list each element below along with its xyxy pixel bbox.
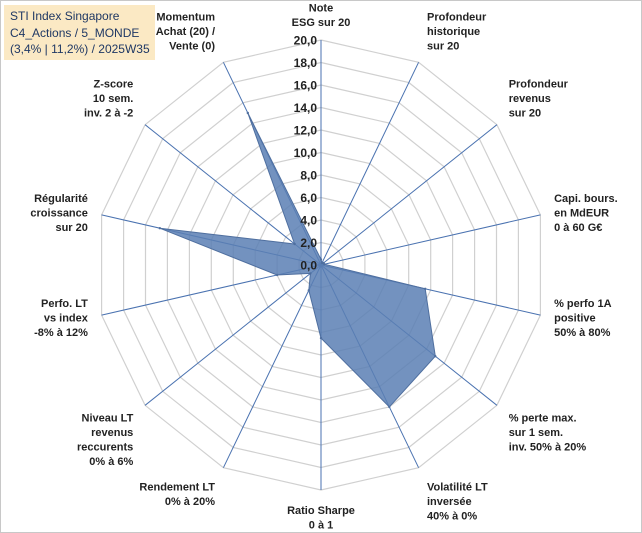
radar-axis-label-line: en MdEUR bbox=[554, 208, 609, 220]
radar-spoke bbox=[144, 124, 322, 266]
radar-axis-label-line: Capi. bours. bbox=[554, 193, 618, 205]
radar-data-point bbox=[388, 405, 391, 409]
radar-spoke bbox=[144, 264, 322, 406]
radar-tick-label: 8,0 bbox=[300, 169, 317, 183]
radar-axis-label-line: 0 à 1 bbox=[309, 520, 333, 532]
radar-axis-label-line: Vente (0) bbox=[169, 40, 215, 52]
radar-axis-label-line: Régularité bbox=[34, 193, 88, 205]
radar-axis-label: % perte max. sur 1 sem. inv. 50% à 20% bbox=[509, 413, 587, 454]
radar-tick-label: 4,0 bbox=[300, 214, 317, 228]
radar-axis-label-line: historique bbox=[427, 26, 480, 38]
radar-data-point bbox=[424, 287, 427, 290]
radar-axis-label-line: Profondeur bbox=[509, 79, 569, 91]
radar-spoke bbox=[222, 264, 322, 468]
radar-axis-label: Niveau LT revenus reccurents 0% à 6% bbox=[77, 413, 134, 469]
radar-axis-label-line: positive bbox=[554, 312, 596, 324]
radar-data-point bbox=[309, 272, 312, 275]
radar-data-point bbox=[319, 336, 323, 340]
radar-axis-label-line: inversée bbox=[427, 496, 472, 508]
radar-tick-label: 0,0 bbox=[300, 259, 317, 273]
radar-axis-label-line: ESG sur 20 bbox=[292, 17, 351, 29]
radar-data-point bbox=[319, 258, 323, 261]
radar-axis-label-line: 0 à 60 G€ bbox=[554, 222, 602, 234]
radar-axis-label-line: Momentum bbox=[156, 11, 215, 23]
chart-title-box: STI Index Singapore C4_Actions / 5_MONDE… bbox=[4, 5, 155, 60]
radar-axis-label: Profondeur revenus sur 20 bbox=[509, 79, 569, 120]
radar-axis-label-line: inv. 50% à 20% bbox=[509, 442, 587, 454]
radar-axis-label-line: % perte max. bbox=[509, 413, 577, 425]
radar-data-point bbox=[293, 242, 296, 246]
radar-axis-label: Volatilité LT inversée 40% à 0% bbox=[427, 482, 488, 523]
radar-axis-label: Perfo. LT vs index -8% à 12% bbox=[34, 298, 89, 339]
radar-axis-label-line: 10 sem. bbox=[93, 93, 133, 105]
radar-axis-label-line: sur 20 bbox=[509, 108, 541, 120]
radar-tick-label: 16,0 bbox=[294, 79, 318, 93]
radar-axis-label-line: revenus bbox=[509, 93, 551, 105]
radar-tick-label: 14,0 bbox=[294, 101, 318, 115]
radar-axis-label-line: Perfo. LT bbox=[41, 298, 88, 310]
radar-tick-label: 20,0 bbox=[294, 34, 318, 48]
radar-axis-label: Rendement LT 0% à 20% bbox=[139, 482, 215, 509]
title-line-2: C4_Actions / 5_MONDE bbox=[10, 25, 140, 40]
radar-axis-label-line: croissance bbox=[30, 208, 87, 220]
radar-axis-label-line: Ratio Sharpe bbox=[287, 505, 355, 517]
radar-axis-label: Capi. bours. en MdEUR 0 à 60 G€ bbox=[554, 193, 618, 234]
radar-axis-label: Régularité croissance sur 20 bbox=[30, 193, 87, 234]
radar-spoke bbox=[320, 124, 498, 266]
radar-axis-label: Note ESG sur 20 bbox=[292, 3, 351, 30]
radar-data-point bbox=[246, 111, 249, 115]
radar-axis-label-line: Niveau LT bbox=[82, 413, 134, 425]
radar-axis-label-line: 50% à 80% bbox=[554, 327, 610, 339]
radar-axis-label-line: revenus bbox=[91, 427, 133, 439]
radar-data-point bbox=[275, 273, 279, 277]
radar-axis-label: Z-score 10 sem. inv. 2 à -2 bbox=[84, 79, 133, 120]
title-line-3: (3,4% | 11,2%) / 2025W35 bbox=[10, 42, 150, 56]
radar-axis-label-line: 0% à 6% bbox=[89, 456, 133, 468]
title-line-1: STI Index Singapore bbox=[10, 9, 120, 23]
radar-axis-label-line: Profondeur bbox=[427, 11, 487, 23]
radar-spoke bbox=[320, 214, 541, 266]
radar-axis-label-line: 0% à 20% bbox=[165, 496, 215, 508]
radar-axis-label: % perfo 1A positive 50% à 80% bbox=[554, 298, 612, 339]
radar-data-point bbox=[158, 227, 161, 230]
radar-tick-label: 12,0 bbox=[294, 124, 318, 138]
radar-tick-label: 2,0 bbox=[300, 236, 317, 250]
radar-axis-label-line: Achat (20) / bbox=[156, 26, 215, 38]
radar-tick-label: 10,0 bbox=[294, 146, 318, 160]
radar-axis-label: Profondeur historique sur 20 bbox=[427, 11, 487, 52]
radar-axis-label-line: Z-score bbox=[94, 79, 134, 91]
radar-axis-label: Momentum Achat (20) / Vente (0) bbox=[156, 11, 216, 52]
radar-axis-label-line: 40% à 0% bbox=[427, 511, 477, 523]
radar-axis-label-line: Rendement LT bbox=[139, 482, 215, 494]
radar-data-point bbox=[323, 263, 326, 266]
radar-data-point bbox=[434, 355, 437, 358]
radar-axis-label-line: sur 20 bbox=[55, 222, 87, 234]
radar-axis-label: Ratio Sharpe 0 à 1 bbox=[287, 505, 355, 532]
radar-axis-label-line: -8% à 12% bbox=[34, 327, 88, 339]
radar-axis-label-line: vs index bbox=[44, 312, 89, 324]
radar-tick-label: 6,0 bbox=[300, 191, 317, 205]
radar-axis-label-line: Note bbox=[309, 3, 333, 15]
radar-axis-label-line: % perfo 1A bbox=[554, 298, 612, 310]
radar-axis-label-line: inv. 2 à -2 bbox=[84, 108, 133, 120]
radar-axis-label-line: Volatilité LT bbox=[427, 482, 488, 494]
radar-axis-label-line: reccurents bbox=[77, 442, 133, 454]
radar-data-point bbox=[307, 289, 310, 292]
radar-spoke bbox=[320, 62, 420, 266]
radar-axis-label-line: sur 1 sem. bbox=[509, 427, 563, 439]
radar-tick-label: 18,0 bbox=[294, 56, 318, 70]
radar-axis-label-line: sur 20 bbox=[427, 40, 459, 52]
